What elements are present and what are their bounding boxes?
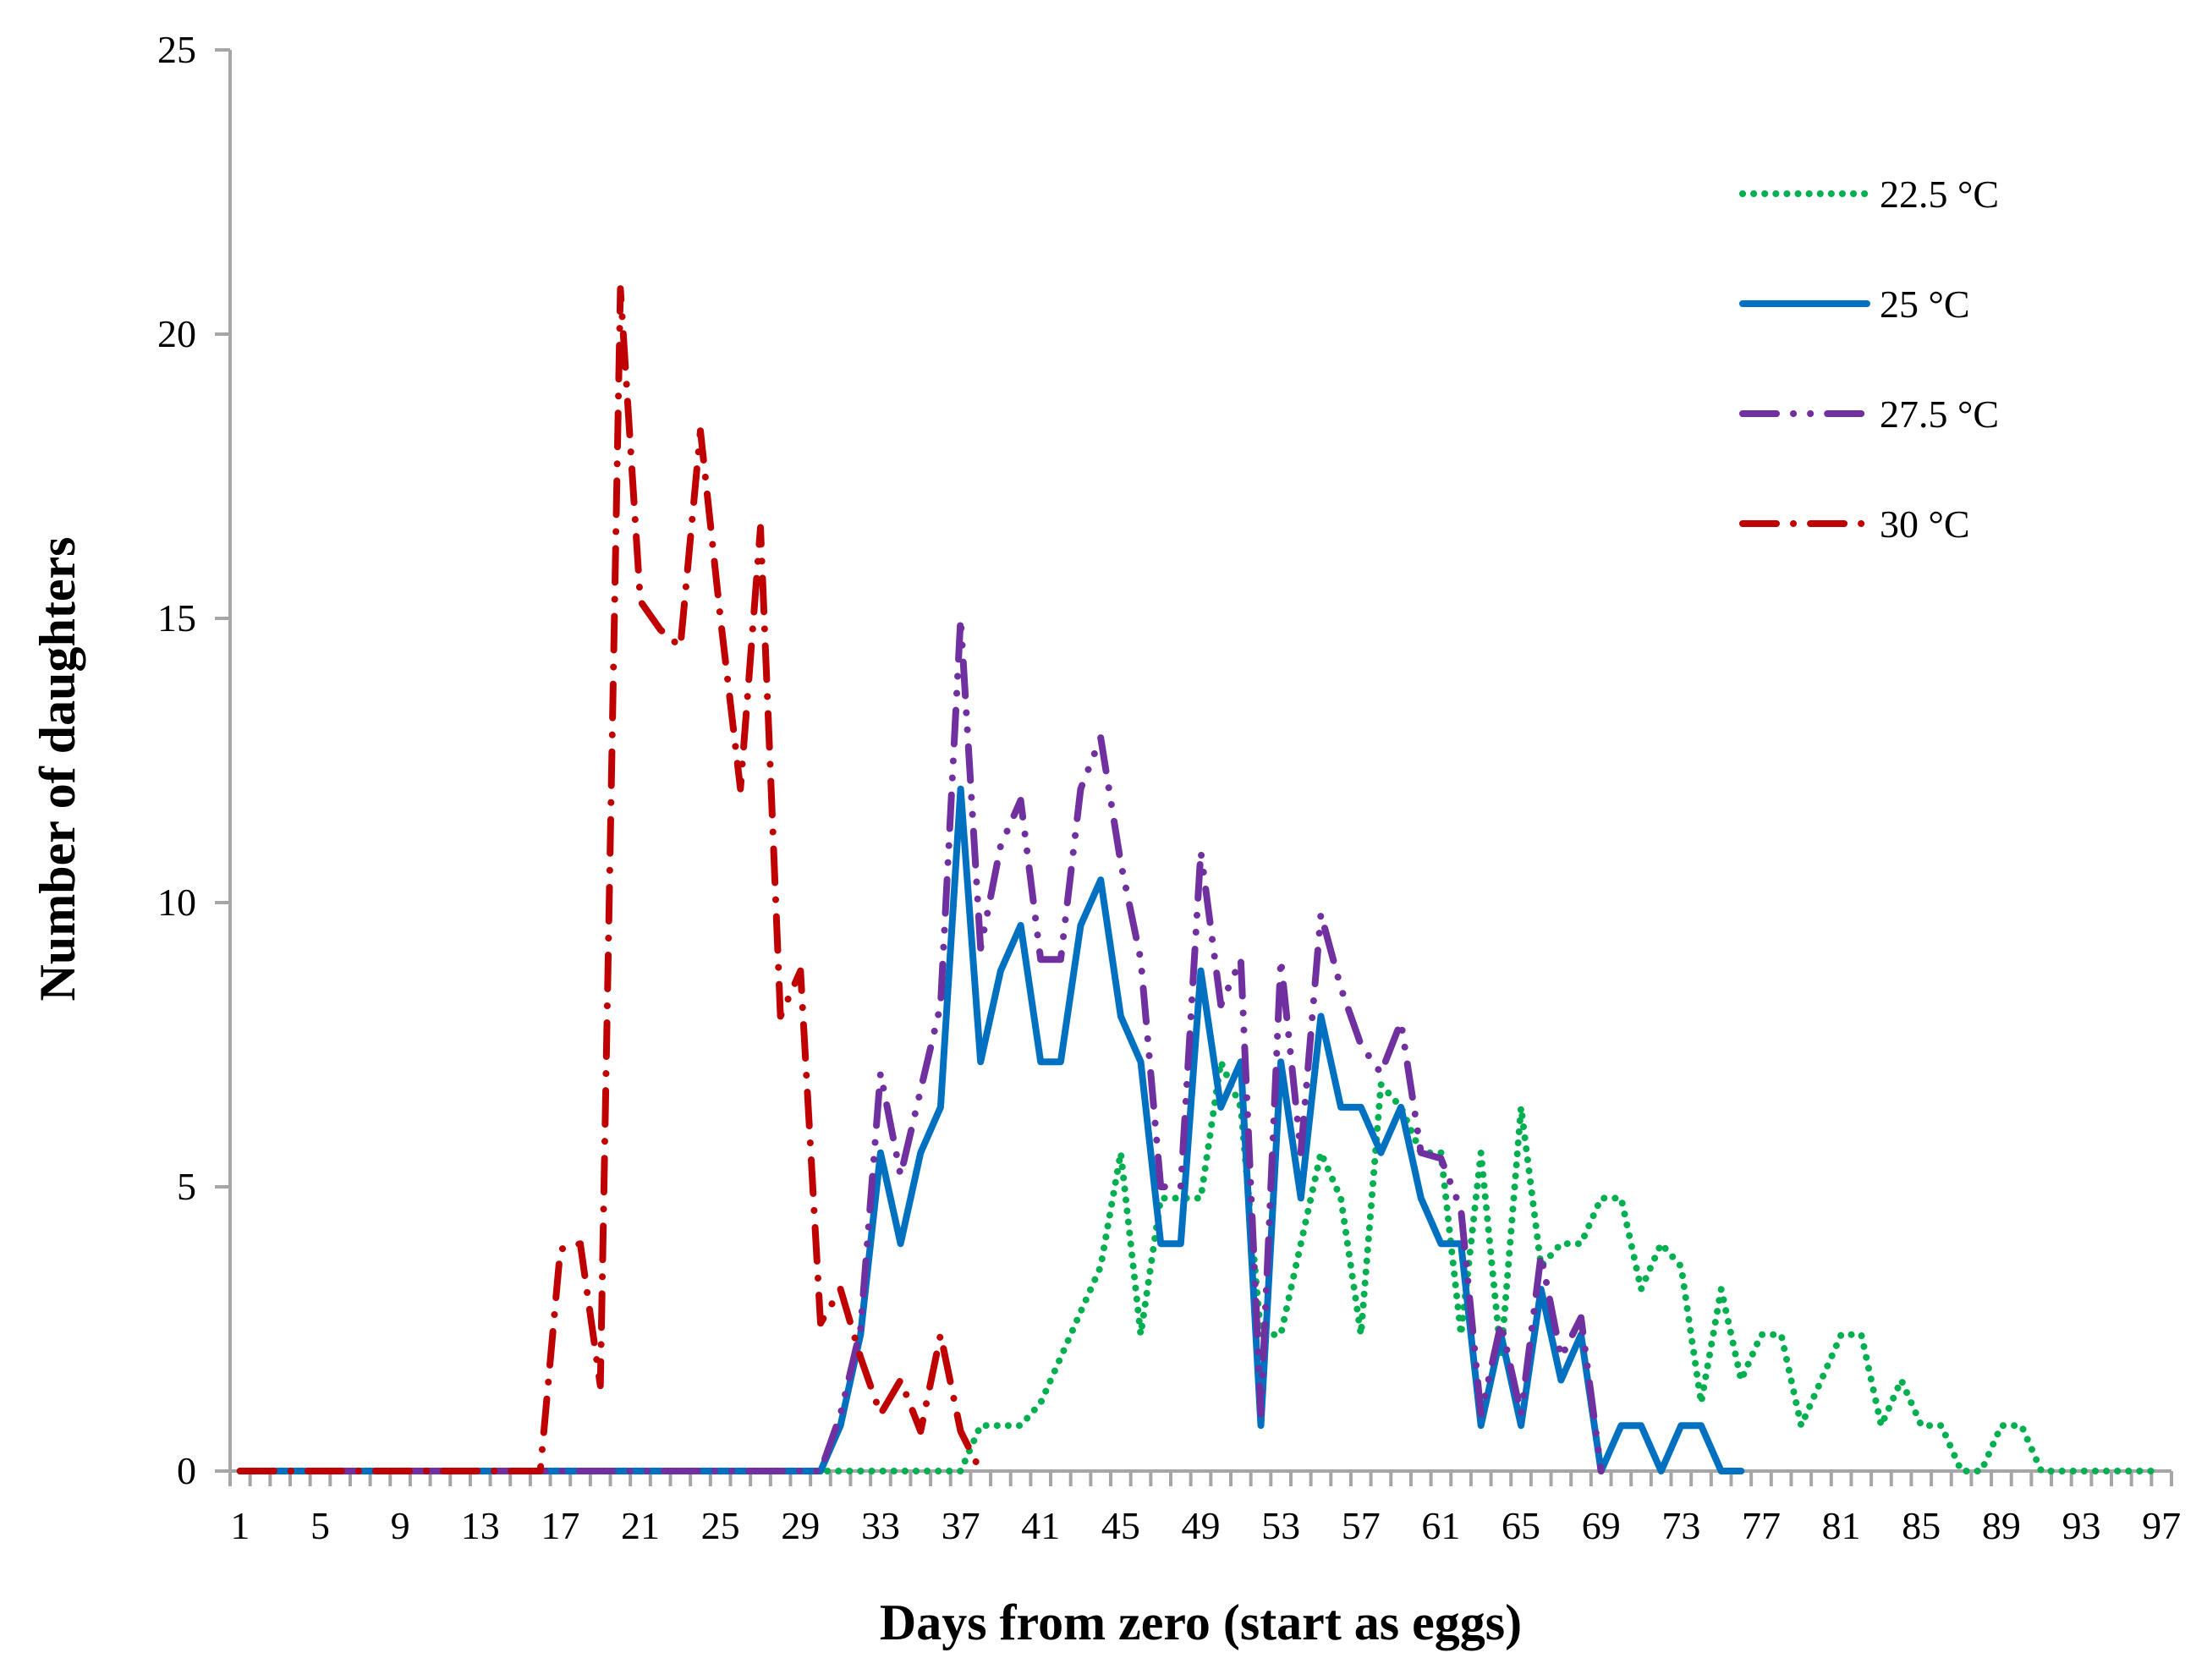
series-line <box>236 285 985 1474</box>
x-tick-label: 21 <box>621 1504 660 1547</box>
x-tick-label: 77 <box>1742 1504 1781 1547</box>
y-tick-label: 10 <box>157 881 196 924</box>
x-tick-label: 29 <box>781 1504 820 1547</box>
x-tick-label: 97 <box>2142 1504 2181 1547</box>
legend-label: 30 °C <box>1880 502 1970 546</box>
y-tick-label: 25 <box>157 28 196 71</box>
x-tick-label: 53 <box>1261 1504 1300 1547</box>
x-tick-label: 1 <box>230 1504 250 1547</box>
x-tick-label: 13 <box>461 1504 500 1547</box>
x-tick-label: 65 <box>1502 1504 1540 1547</box>
series-line <box>236 615 1605 1474</box>
x-tick-label: 33 <box>861 1504 900 1547</box>
y-tick-label: 15 <box>157 596 196 640</box>
series-22-5C <box>236 1058 2166 1474</box>
series-30C <box>236 285 985 1474</box>
series-layer <box>236 285 2166 1474</box>
x-tick-label: 57 <box>1342 1504 1381 1547</box>
x-tick-label: 41 <box>1021 1504 1060 1547</box>
x-tick-label: 81 <box>1822 1504 1861 1547</box>
x-tick-label: 5 <box>310 1504 330 1547</box>
legend-label: 25 °C <box>1880 283 1970 326</box>
x-tick-label: 49 <box>1182 1504 1221 1547</box>
x-tick-label: 69 <box>1582 1504 1621 1547</box>
x-tick-label: 93 <box>2062 1504 2101 1547</box>
legend-label: 22.5 °C <box>1880 173 1999 216</box>
series-line <box>236 1058 2166 1474</box>
series-27-5C <box>236 615 1605 1474</box>
x-tick-label: 25 <box>701 1504 740 1547</box>
x-tick-label: 17 <box>541 1504 579 1547</box>
x-tick-label: 45 <box>1101 1504 1140 1547</box>
x-tick-label: 89 <box>1982 1504 2021 1547</box>
y-tick-label: 0 <box>177 1449 196 1492</box>
x-tick-label: 73 <box>1661 1504 1700 1547</box>
y-tick-label: 5 <box>177 1165 196 1208</box>
x-tick-label: 9 <box>391 1504 410 1547</box>
x-tick-label: 37 <box>942 1504 980 1547</box>
x-tick-label: 85 <box>1902 1504 1941 1547</box>
y-axis-title: Number of daughters <box>30 537 85 1002</box>
x-axis-title: Days from zero (start as eggs) <box>880 1595 1522 1650</box>
x-tick-label: 61 <box>1421 1504 1460 1547</box>
y-tick-label: 20 <box>157 312 196 355</box>
legend: 22.5 °C 25 °C 27.5 °C 30 °C <box>1739 173 1999 546</box>
legend-label: 27.5 °C <box>1880 393 1999 436</box>
